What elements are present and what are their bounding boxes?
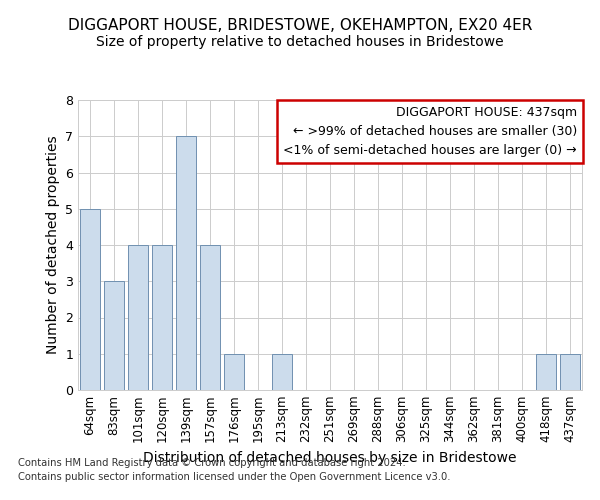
Text: Contains HM Land Registry data © Crown copyright and database right 2024.
Contai: Contains HM Land Registry data © Crown c… [18, 458, 451, 482]
Bar [200, 245, 220, 390]
Bar [536, 354, 556, 390]
Bar [560, 354, 580, 390]
Bar [152, 245, 172, 390]
Text: DIGGAPORT HOUSE: 437sqm
← >99% of detached houses are smaller (30)
<1% of semi-d: DIGGAPORT HOUSE: 437sqm ← >99% of detach… [283, 106, 577, 157]
Bar [224, 354, 244, 390]
Bar [272, 354, 292, 390]
Bar [80, 209, 100, 390]
Text: Size of property relative to detached houses in Bridestowe: Size of property relative to detached ho… [96, 35, 504, 49]
Bar [128, 245, 148, 390]
X-axis label: Distribution of detached houses by size in Bridestowe: Distribution of detached houses by size … [143, 451, 517, 465]
Y-axis label: Number of detached properties: Number of detached properties [46, 136, 59, 354]
Bar [104, 281, 124, 390]
Text: DIGGAPORT HOUSE, BRIDESTOWE, OKEHAMPTON, EX20 4ER: DIGGAPORT HOUSE, BRIDESTOWE, OKEHAMPTON,… [68, 18, 532, 32]
Bar [176, 136, 196, 390]
